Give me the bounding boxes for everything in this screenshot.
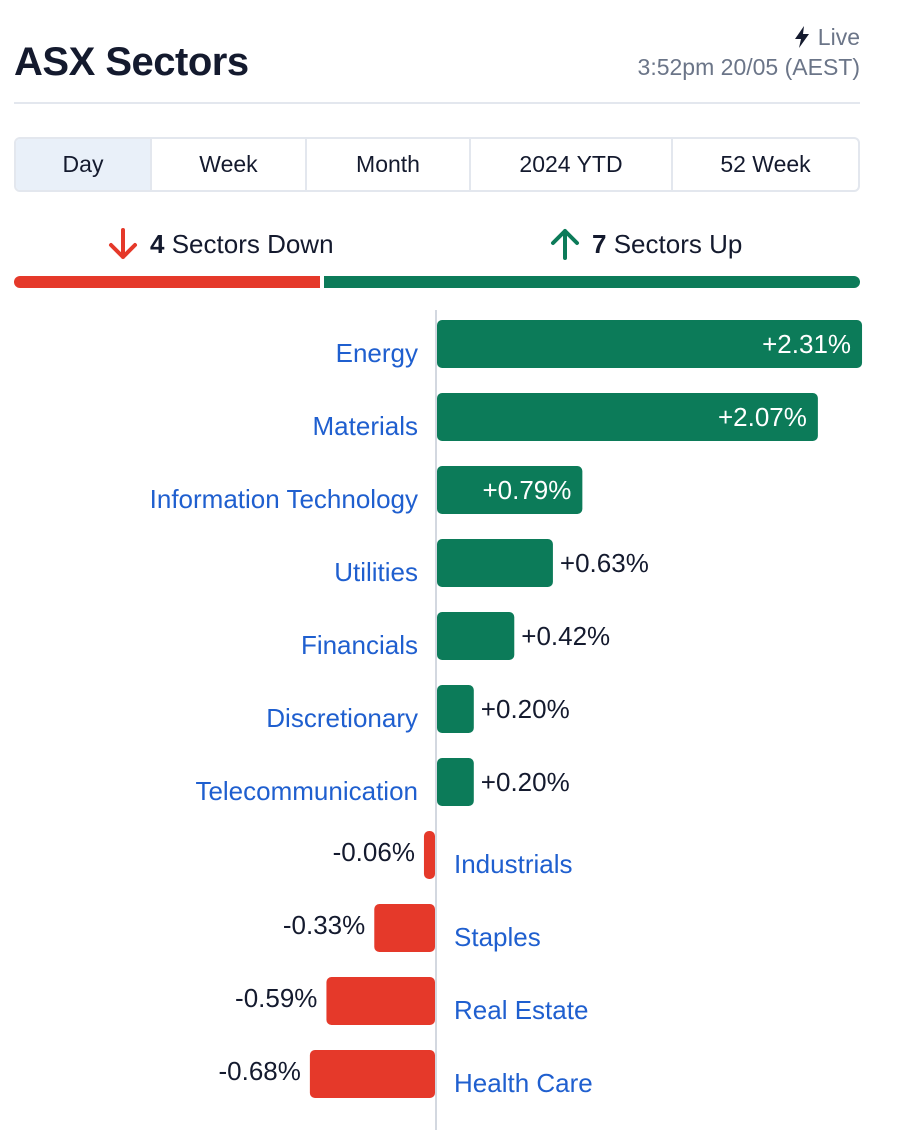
- sectors-down-label: Sectors Down: [171, 228, 334, 259]
- sector-link-industrials[interactable]: Industrials: [454, 849, 573, 879]
- lightning-bolt-icon: [794, 26, 809, 48]
- arrow-up-icon: [551, 229, 579, 260]
- sector-link-information-technology[interactable]: Information Technology: [150, 484, 418, 514]
- bar-health-care: [309, 1050, 435, 1098]
- value-label-utilities: +0.63%: [560, 548, 649, 578]
- timestamp: 3:52pm 20/05 (AEST): [637, 54, 860, 80]
- tab-week[interactable]: Week: [152, 139, 307, 190]
- bar-discretionary: [437, 685, 474, 733]
- sectors-up-count: 7: [592, 228, 607, 259]
- value-label-information-technology: +0.79%: [482, 475, 571, 505]
- sectors-up-label: Sectors Up: [613, 228, 743, 259]
- sectors-down-summary: 4 Sectors Down: [106, 222, 334, 266]
- bar-information-technology: [437, 466, 583, 514]
- value-label-telecommunication: +0.20%: [481, 767, 570, 797]
- sector-performance-chart: Energy +2.31% Materials +2.07% Information T…: [150, 310, 863, 1130]
- tab-2024-ytd[interactable]: 2024 YTD: [471, 139, 673, 190]
- bar-energy: [437, 320, 863, 368]
- value-label-energy: +2.31%: [762, 329, 851, 359]
- bar-utilities: [437, 539, 553, 587]
- bar-industrials: [423, 831, 435, 879]
- bar-financials: [437, 612, 515, 660]
- value-label-health-care: -0.68%: [218, 1056, 300, 1086]
- value-label-financials: +0.42%: [521, 621, 610, 651]
- sector-link-materials[interactable]: Materials: [313, 411, 418, 441]
- value-label-materials: +2.07%: [718, 402, 807, 432]
- period-tabs: Day Week Month 2024 YTD 52 Week: [14, 137, 860, 192]
- widget-header: ASX Sectors Live 3:52pm 20/05 (AEST): [14, 0, 860, 104]
- tab-month[interactable]: Month: [307, 139, 471, 190]
- bar-telecommunication: [437, 758, 474, 806]
- sector-link-health-care[interactable]: Health Care: [454, 1068, 593, 1098]
- bar-staples: [374, 904, 435, 952]
- sectors-down-bar: [14, 276, 320, 288]
- value-label-industrials: -0.06%: [333, 837, 415, 867]
- sector-link-staples[interactable]: Staples: [454, 922, 541, 952]
- page-title: ASX Sectors: [14, 40, 249, 84]
- sectors-down-count: 4: [150, 228, 165, 259]
- sector-link-financials[interactable]: Financials: [301, 630, 418, 660]
- value-label-staples: -0.33%: [283, 910, 365, 940]
- sector-link-discretionary[interactable]: Discretionary: [266, 703, 418, 733]
- live-label: Live: [817, 24, 860, 50]
- sector-link-energy[interactable]: Energy: [336, 338, 418, 368]
- value-label-real-estate: -0.59%: [235, 983, 317, 1013]
- sector-link-real-estate[interactable]: Real Estate: [454, 995, 588, 1025]
- sectors-up-summary: 7 Sectors Up: [548, 222, 742, 266]
- sector-link-telecommunication[interactable]: Telecommunication: [195, 776, 418, 806]
- bar-real-estate: [326, 977, 435, 1025]
- tab-day[interactable]: Day: [16, 139, 152, 190]
- arrow-down-icon: [109, 228, 137, 259]
- tab-52-week[interactable]: 52 Week: [720, 151, 811, 177]
- sector-link-utilities[interactable]: Utilities: [334, 557, 418, 587]
- sectors-up-bar: [324, 276, 860, 288]
- bar-materials: [437, 393, 818, 441]
- live-status: Live 3:52pm 20/05 (AEST): [638, 22, 860, 82]
- value-label-discretionary: +0.20%: [481, 694, 570, 724]
